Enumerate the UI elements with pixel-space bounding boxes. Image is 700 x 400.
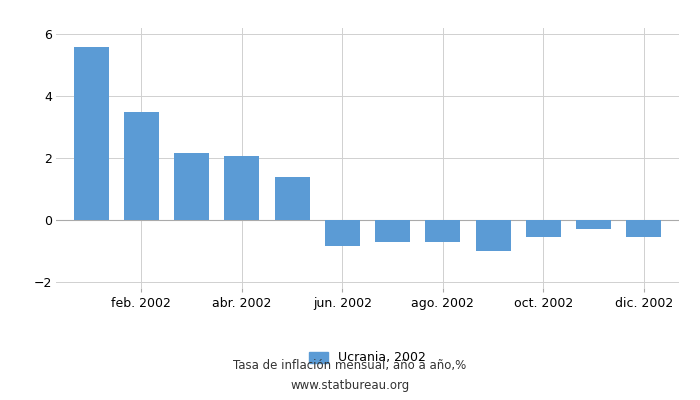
Bar bbox=[124, 112, 159, 220]
Bar bbox=[224, 156, 260, 220]
Bar bbox=[576, 220, 611, 229]
Bar bbox=[626, 220, 662, 237]
Bar bbox=[526, 220, 561, 237]
Bar bbox=[375, 220, 410, 242]
Text: Tasa de inflación mensual, año a año,%: Tasa de inflación mensual, año a año,% bbox=[233, 360, 467, 372]
Bar bbox=[274, 176, 309, 220]
Bar bbox=[174, 153, 209, 220]
Bar bbox=[426, 220, 461, 242]
Legend: Ucrania, 2002: Ucrania, 2002 bbox=[309, 352, 426, 364]
Bar bbox=[475, 220, 511, 251]
Bar bbox=[325, 220, 360, 246]
Bar bbox=[74, 46, 108, 220]
Text: www.statbureau.org: www.statbureau.org bbox=[290, 380, 410, 392]
